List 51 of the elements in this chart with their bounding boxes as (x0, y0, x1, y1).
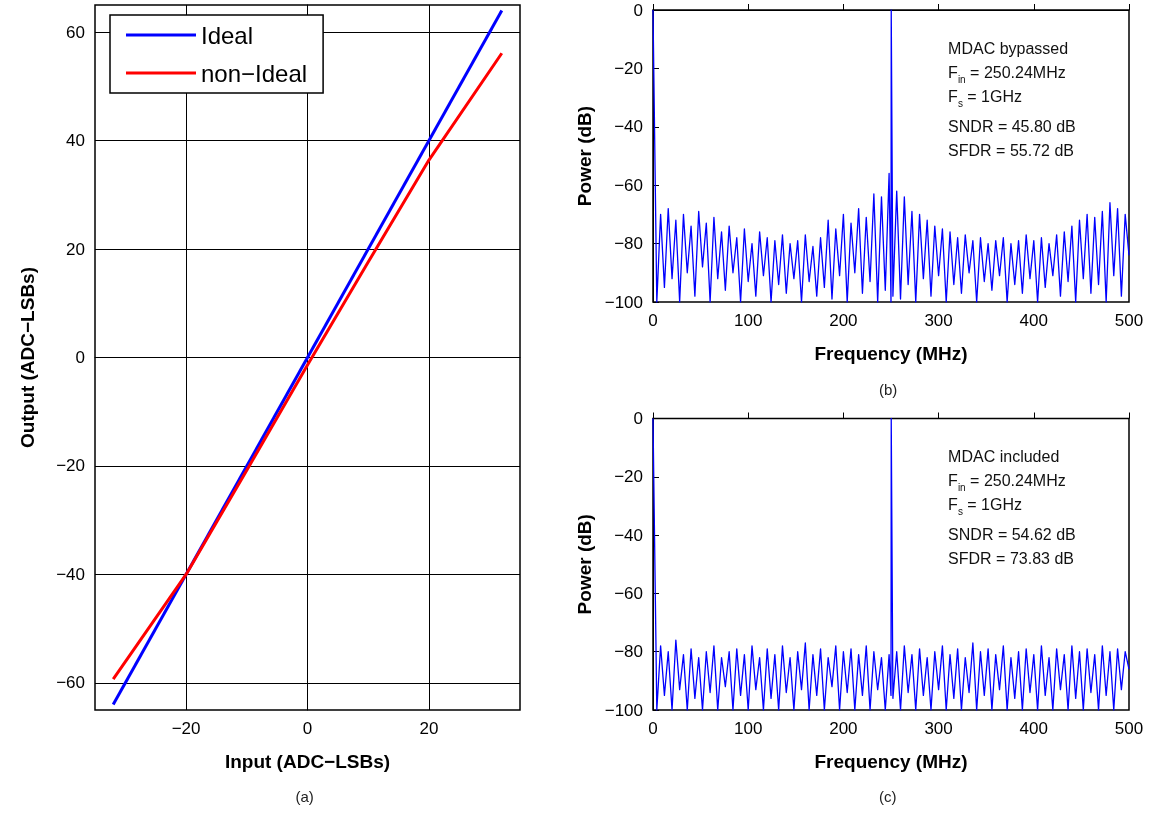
annotation: SNDR = 45.80 dB (948, 117, 1076, 135)
x-tick-label: 300 (924, 719, 953, 738)
x-tick-label: 400 (1019, 719, 1048, 738)
x-tick-label: 200 (829, 311, 858, 330)
x-axis-title: Frequency (MHz) (814, 751, 968, 772)
x-tick-label: 500 (1114, 311, 1144, 330)
y-tick-label: −80 (614, 234, 643, 254)
text: (a) (295, 788, 314, 805)
annotation: MDAC included (948, 447, 1060, 465)
x-tick-label: 500 (1114, 719, 1144, 738)
y-tick-label: 0 (633, 409, 643, 428)
y-tick-label: −100 (604, 292, 643, 312)
y-axis-title: Output (ADC−LSBs) (17, 266, 38, 449)
x-tick-label: 0 (302, 719, 313, 738)
y-axis-title: Power (dB) (573, 105, 595, 207)
x-tick-label: 0 (648, 311, 658, 330)
y-tick-label: 20 (66, 239, 85, 259)
text: (c) (879, 788, 897, 805)
y-tick-label: −20 (56, 456, 85, 476)
annotation: SFDR = 73.83 dB (948, 549, 1074, 567)
legend-label: Ideal (201, 21, 254, 49)
y-tick-label: 40 (66, 131, 85, 151)
x-tick-label: 400 (1019, 311, 1048, 330)
x-tick-label: −20 (171, 719, 201, 738)
x-tick-label: 100 (734, 311, 763, 330)
y-tick-label: −60 (56, 673, 85, 693)
annotation: SNDR = 54.62 dB (948, 525, 1076, 543)
y-tick-label: −20 (614, 58, 643, 78)
x-tick-label: 20 (419, 719, 439, 738)
y-tick-label: −60 (614, 583, 643, 603)
y-axis-title: Power (dB) (573, 514, 595, 615)
annotation: MDAC bypassed (948, 39, 1069, 57)
x-axis-title: Frequency (MHz) (814, 343, 968, 364)
legend-label: non−Ideal (201, 59, 308, 87)
y-tick-label: −80 (614, 642, 643, 662)
y-tick-label: −40 (614, 117, 643, 137)
y-tick-label: 0 (75, 348, 85, 367)
y-tick-label: −100 (604, 700, 643, 720)
x-tick-label: 0 (648, 719, 658, 738)
x-tick-label: 200 (829, 719, 858, 738)
annotation: SFDR = 55.72 dB (948, 141, 1074, 159)
y-tick-label: −60 (614, 175, 643, 195)
y-tick-label: −20 (614, 467, 643, 487)
x-tick-label: 300 (924, 311, 953, 330)
x-tick-label: 100 (734, 719, 763, 738)
x-axis-title: Input (ADC−LSBs) (224, 751, 391, 772)
text: (b) (879, 381, 898, 398)
y-tick-label: −40 (56, 564, 85, 584)
y-tick-label: 60 (66, 22, 85, 42)
y-tick-label: −40 (614, 525, 643, 545)
y-tick-label: 0 (633, 0, 643, 20)
